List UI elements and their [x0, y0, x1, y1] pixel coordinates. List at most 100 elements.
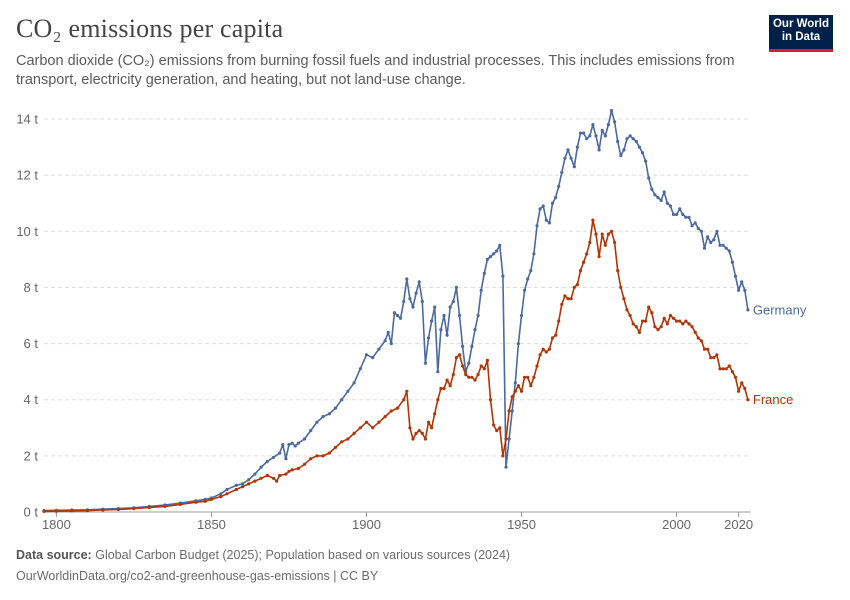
- germany-point[interactable]: [442, 313, 446, 318]
- germany-point[interactable]: [498, 243, 502, 247]
- germany-point[interactable]: [634, 139, 638, 144]
- france-point[interactable]: [498, 426, 502, 430]
- germany-point[interactable]: [516, 342, 521, 346]
- france-point[interactable]: [526, 375, 530, 379]
- germany-point[interactable]: [519, 313, 524, 318]
- france-point[interactable]: [693, 330, 697, 334]
- germany-point[interactable]: [392, 311, 396, 315]
- germany-point[interactable]: [454, 285, 458, 289]
- france-point[interactable]: [696, 336, 700, 340]
- france-point[interactable]: [442, 386, 446, 391]
- germany-point[interactable]: [554, 196, 558, 200]
- germany-point[interactable]: [523, 288, 527, 292]
- germany-point[interactable]: [613, 120, 617, 124]
- france-point[interactable]: [730, 370, 735, 374]
- france-point[interactable]: [597, 255, 601, 259]
- germany-point[interactable]: [507, 437, 511, 441]
- france-point[interactable]: [247, 482, 251, 486]
- series-label-germany[interactable]: Germany: [753, 302, 807, 317]
- germany-point[interactable]: [547, 221, 552, 225]
- germany-point[interactable]: [622, 148, 626, 152]
- germany-point[interactable]: [492, 252, 496, 256]
- france-point[interactable]: [101, 508, 105, 512]
- france-point[interactable]: [470, 375, 474, 379]
- germany-point[interactable]: [439, 328, 443, 332]
- germany-point[interactable]: [470, 344, 474, 348]
- france-point[interactable]: [240, 485, 245, 489]
- germany-point[interactable]: [259, 465, 263, 469]
- france-point[interactable]: [346, 437, 350, 441]
- france-point[interactable]: [603, 243, 607, 247]
- france-point[interactable]: [219, 495, 223, 499]
- germany-point[interactable]: [575, 145, 580, 149]
- france-point[interactable]: [519, 389, 524, 393]
- france-point[interactable]: [147, 505, 151, 510]
- germany-point[interactable]: [650, 187, 654, 191]
- france-point[interactable]: [582, 260, 586, 264]
- germany-point[interactable]: [386, 330, 390, 334]
- france-point[interactable]: [492, 423, 496, 427]
- france-point[interactable]: [411, 437, 415, 441]
- germany-point[interactable]: [550, 201, 555, 205]
- germany-point[interactable]: [445, 333, 449, 337]
- germany-point[interactable]: [271, 455, 276, 459]
- france-point[interactable]: [724, 367, 728, 371]
- germany-point[interactable]: [690, 224, 694, 228]
- france-point[interactable]: [405, 389, 409, 393]
- germany-point[interactable]: [597, 148, 601, 152]
- france-point[interactable]: [662, 316, 666, 320]
- germany-point[interactable]: [678, 207, 682, 211]
- france-point[interactable]: [578, 269, 583, 273]
- germany-point[interactable]: [538, 207, 542, 211]
- france-point[interactable]: [284, 472, 288, 476]
- france-point[interactable]: [451, 372, 455, 377]
- germany-point[interactable]: [659, 198, 663, 202]
- france-point[interactable]: [550, 336, 555, 340]
- germany-point[interactable]: [606, 123, 611, 127]
- germany-point[interactable]: [315, 420, 319, 424]
- germany-point[interactable]: [718, 243, 722, 247]
- germany-point[interactable]: [640, 151, 645, 155]
- france-point[interactable]: [588, 240, 592, 245]
- germany-point[interactable]: [414, 291, 418, 295]
- france-point[interactable]: [547, 347, 552, 351]
- germany-point[interactable]: [399, 316, 403, 320]
- france-point[interactable]: [634, 325, 638, 329]
- france-point[interactable]: [225, 492, 229, 496]
- germany-point[interactable]: [541, 204, 545, 208]
- germany-point[interactable]: [600, 128, 604, 132]
- germany-point[interactable]: [333, 406, 338, 410]
- germany-point[interactable]: [290, 441, 294, 445]
- germany-point[interactable]: [219, 492, 223, 496]
- germany-point[interactable]: [340, 398, 344, 402]
- france-point[interactable]: [253, 479, 257, 483]
- germany-point[interactable]: [402, 299, 406, 304]
- germany-point[interactable]: [327, 412, 331, 416]
- germany-point[interactable]: [715, 229, 719, 233]
- germany-point[interactable]: [740, 280, 744, 284]
- germany-point[interactable]: [526, 277, 530, 281]
- source-url[interactable]: OurWorldinData.org/co2-and-greenhouse-ga…: [16, 569, 379, 583]
- france-point[interactable]: [681, 322, 685, 326]
- germany-point[interactable]: [346, 389, 350, 393]
- germany-point[interactable]: [721, 243, 725, 247]
- france-point[interactable]: [631, 322, 635, 326]
- france-point[interactable]: [423, 437, 427, 441]
- germany-point[interactable]: [265, 459, 269, 464]
- france-point[interactable]: [467, 375, 471, 379]
- germany-point[interactable]: [724, 246, 728, 250]
- germany-point[interactable]: [501, 274, 505, 278]
- france-point[interactable]: [656, 328, 660, 332]
- germany-point[interactable]: [585, 137, 589, 141]
- france-point[interactable]: [417, 429, 421, 433]
- france-point[interactable]: [389, 409, 393, 413]
- germany-point[interactable]: [609, 109, 614, 113]
- germany-point[interactable]: [737, 288, 741, 292]
- france-point[interactable]: [637, 330, 642, 334]
- france-point[interactable]: [585, 252, 589, 256]
- germany-point[interactable]: [687, 215, 691, 219]
- germany-point[interactable]: [653, 193, 657, 197]
- france-point[interactable]: [516, 384, 521, 388]
- france-point[interactable]: [702, 347, 707, 351]
- germany-point[interactable]: [637, 145, 642, 149]
